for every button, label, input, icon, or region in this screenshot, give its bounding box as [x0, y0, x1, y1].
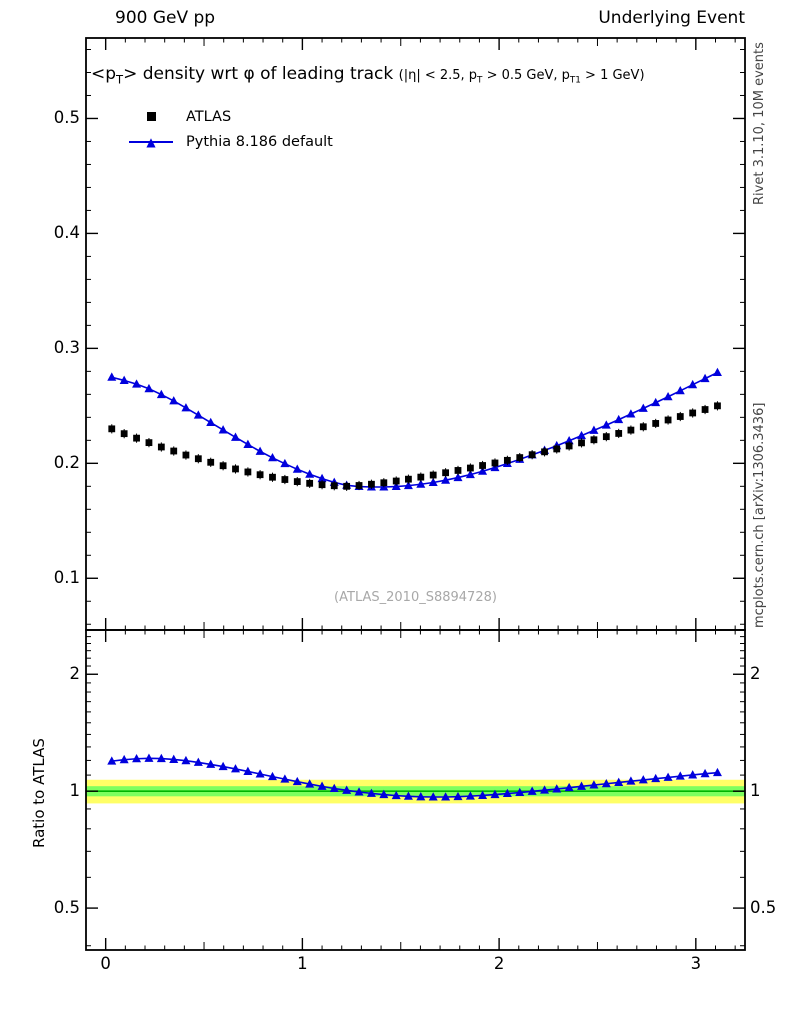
pythia-triangle-marker-icon: ▲: [146, 134, 156, 149]
legend-item-pythia: ▲ Pythia 8.186 default: [128, 129, 333, 154]
tick-label: 1: [750, 781, 761, 801]
tick-label: 0.4: [53, 223, 80, 243]
plot-title-cuts: (|η| < 2.5, pT > 0.5 GeV, pT1 > 1 GeV): [398, 68, 645, 86]
tick-label: 1: [69, 781, 81, 801]
plot-title: <pT> density wrt φ of leading track (|η|…: [91, 64, 645, 86]
tick-label: 1: [297, 954, 308, 973]
tick-label: 2: [69, 664, 81, 684]
legend-label-atlas: ATLAS: [186, 108, 232, 125]
atlas-square-marker-icon: [146, 112, 156, 121]
header-analysis-group: Underlying Event: [598, 8, 745, 28]
rivet-version-label: Rivet 3.1.10, 10M events: [752, 42, 767, 205]
tick-label: 0.1: [53, 568, 80, 588]
tick-label: 0.5: [53, 898, 80, 918]
tick-label: 3: [690, 954, 702, 973]
legend: ATLAS ▲ Pythia 8.186 default: [128, 104, 333, 154]
tick-label: 0.2: [53, 453, 80, 473]
legend-label-pythia: Pythia 8.186 default: [186, 133, 333, 150]
analysis-id-watermark: (ATLAS_2010_S8894728): [334, 590, 497, 605]
tick-label: 2: [493, 954, 505, 973]
tick-label: 0.3: [53, 338, 80, 358]
mcplots-reference-label: mcplots.cern.ch [arXiv:1306.3436]: [752, 402, 767, 628]
plot-title-main: <pT> density wrt φ of leading track: [91, 64, 399, 87]
tick-label: 2: [750, 664, 761, 684]
tick-label: 0.5: [750, 898, 777, 918]
tick-label: 0.5: [53, 108, 80, 128]
tick-label: 0: [100, 954, 111, 973]
legend-item-atlas: ATLAS: [128, 104, 333, 129]
header-beam-energy: 900 GeV pp: [115, 8, 216, 28]
pythia-line-icon: [129, 140, 173, 143]
